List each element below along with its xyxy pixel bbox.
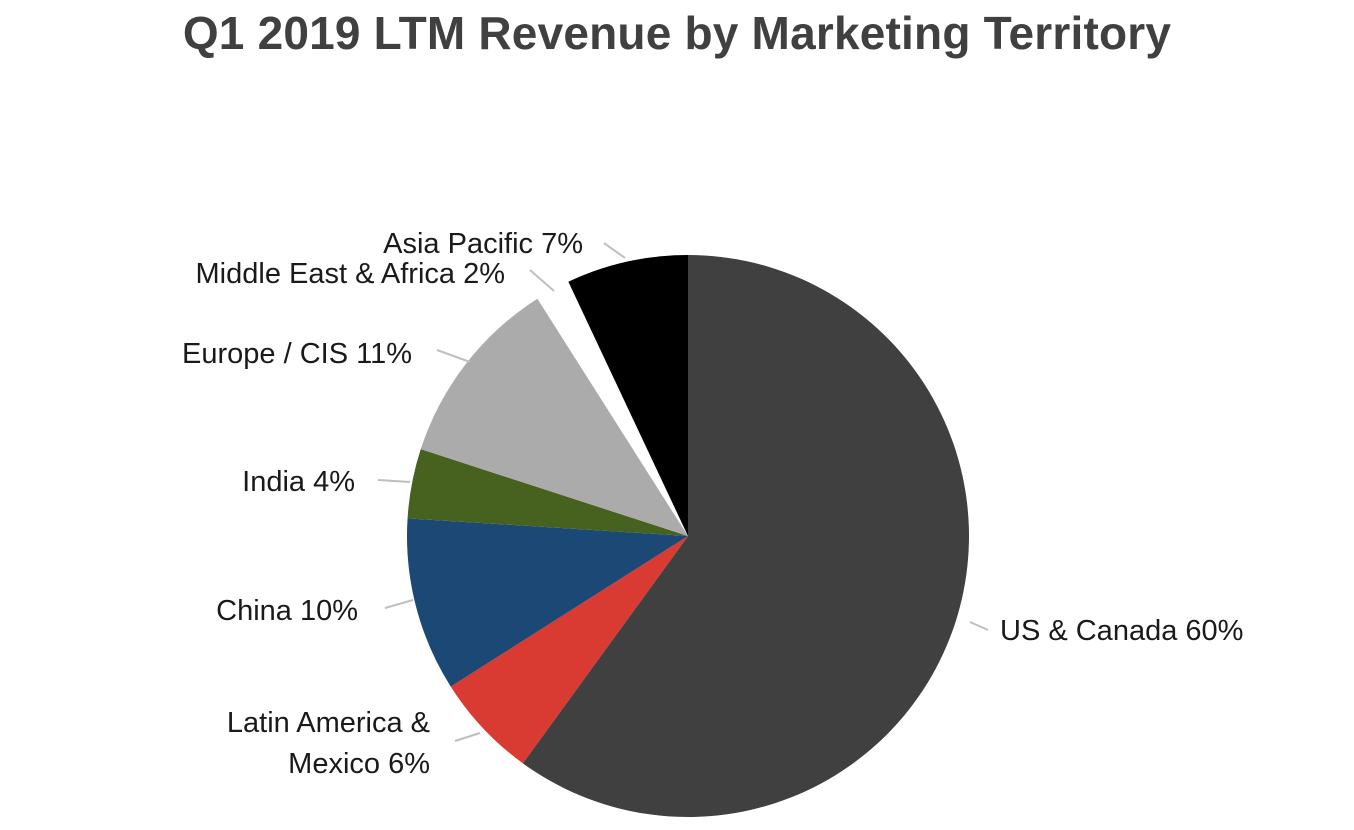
leader-line [436,349,471,363]
slice-label: Middle East & Africa 2% [196,258,505,290]
leader-line [384,599,414,609]
pie-slice [420,298,688,536]
slice-label: China 10% [216,595,358,627]
slice-labels: US & Canada 60% Latin America & Mexico 6% C… [182,228,1243,780]
leader-line [454,732,481,742]
leader-lines [377,242,989,742]
leader-line [529,269,555,292]
pie-slices [407,255,970,817]
leader-line [603,242,626,259]
pie-slice [522,255,970,817]
pie-slice [407,449,688,536]
slice-label: US & Canada 60% [1000,615,1243,647]
pie-slice [531,272,684,528]
leader-line [969,621,989,631]
slice-label: Europe / CIS 11% [182,338,412,370]
slice-label: India 4% [242,466,355,498]
pie-slice [450,536,688,764]
pie-slice [568,255,688,536]
slice-label: Asia Pacific 7% [383,228,583,260]
pie-slice [407,518,688,687]
slice-label: Latin America & Mexico 6% [227,707,430,780]
leader-line [377,479,411,483]
chart-title: Q1 2019 LTM Revenue by Marketing Territo… [182,7,1172,59]
